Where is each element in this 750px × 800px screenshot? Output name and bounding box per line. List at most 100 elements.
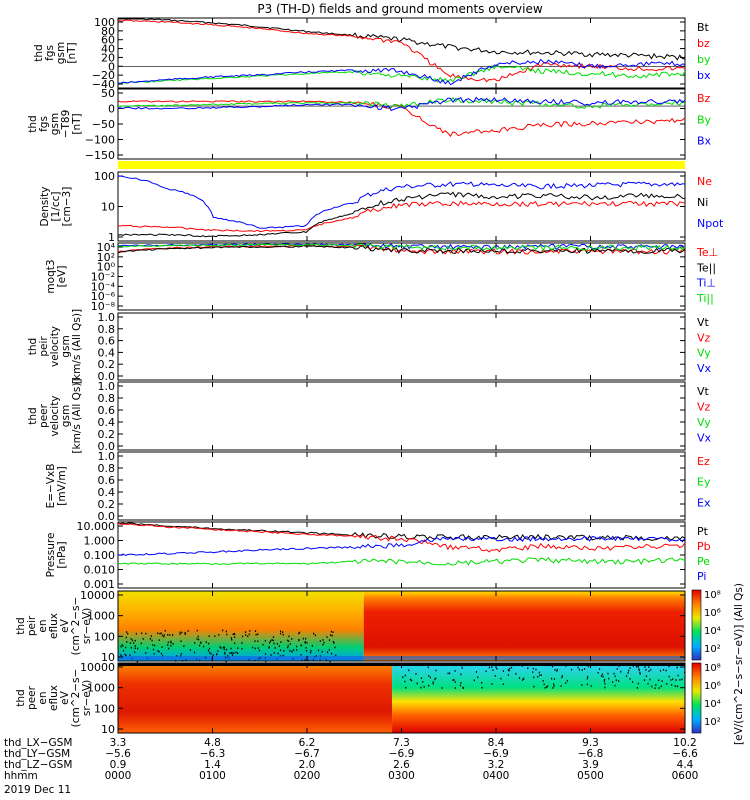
spectrogram-dot [631, 681, 634, 683]
spectrogram-dot [565, 682, 567, 684]
y-tick-label: 1000 [87, 682, 115, 695]
spectrogram-dot [410, 679, 413, 682]
series-line-pressure-3 [118, 535, 686, 556]
spectrogram-dot [510, 666, 513, 669]
panel-frame [117, 88, 686, 160]
panel-frame [117, 521, 686, 589]
spectrogram-dot [218, 633, 220, 636]
legend-ion-velocity-0: Vt [697, 316, 710, 329]
legend-electron-velocity-3: Vx [697, 432, 712, 445]
spectrogram-dot [561, 676, 563, 679]
spectrogram-dot [129, 642, 132, 644]
spectrogram-dot [193, 651, 196, 654]
spectrogram-dot [481, 681, 483, 684]
spectrogram-dot [180, 655, 182, 657]
spectrogram-dot [167, 634, 169, 636]
spectrogram-dot [258, 649, 261, 652]
spectrogram-dot [231, 638, 233, 641]
panel-electron-spectrogram: 10000 1000 100 10 thd peer en eflux eV (cm^2−s− sr… [15, 661, 686, 736]
series-line-fgs-gsm-1 [117, 19, 686, 83]
spectrogram-dot [655, 684, 657, 686]
y-tick-label: 0.8 [98, 462, 116, 475]
spectrogram-dot [577, 666, 579, 669]
spectrogram-dot [540, 674, 542, 676]
spectrogram-dot [648, 666, 650, 668]
spectrogram-dot [270, 654, 272, 656]
y-tick-label: −20 [92, 69, 115, 82]
spectrogram-dot [208, 635, 210, 637]
spectrogram-dot [234, 642, 236, 645]
spectrogram-dot [161, 646, 163, 648]
spectrogram-dot [552, 687, 554, 689]
spectrogram-dot [556, 668, 558, 671]
spectrogram-dot [257, 647, 259, 649]
spectrogram-dot [502, 670, 505, 672]
spectrogram-dot [681, 678, 683, 681]
spectrogram-dot [171, 634, 174, 636]
spectrogram-dot [276, 642, 278, 645]
spectrogram-dot [643, 679, 646, 681]
electron-spectrogram-active [392, 663, 685, 733]
ion-spectrogram-quiet [118, 591, 364, 661]
legend-temperature-3: Ti|| [696, 292, 714, 305]
spectrogram-dot [584, 668, 586, 670]
y-tick-label: 1 [108, 231, 115, 244]
y-tick-label: 1.0 [98, 380, 116, 393]
y-axis-label: thd [27, 115, 39, 132]
spectrogram-dot [254, 640, 256, 642]
legend-density-1: Ni [697, 196, 708, 209]
spectrogram-dot [429, 676, 431, 679]
spectrogram-dot [636, 687, 639, 689]
spectrogram-dot [677, 674, 679, 677]
spectrogram-dot [532, 667, 534, 670]
spectrogram-dot [159, 632, 161, 635]
spectrogram-dot [262, 643, 264, 646]
spectrogram-dot [302, 637, 304, 640]
spectrogram-dot [452, 679, 454, 681]
y-axis-label: gsm [55, 42, 67, 64]
spectrogram-dot [672, 678, 674, 681]
y-tick-label: 10.000 [77, 520, 116, 533]
legend-temperature-0: Te⊥ [696, 246, 718, 259]
spectrogram-dot [231, 654, 234, 656]
spectrogram-dot [428, 684, 430, 687]
legend-ion-velocity-1: Vz [697, 331, 711, 344]
spectrogram-dot [194, 642, 196, 644]
legend-fgs-gsm-t89-0: Bz [697, 92, 711, 105]
y-axis-label: sr−eV) [81, 608, 93, 644]
colorbar-tick-label: 10² [704, 644, 721, 655]
spectrogram-dot [296, 645, 298, 648]
y-axis-label: eflux [48, 613, 60, 639]
spectrogram-dot [226, 633, 228, 636]
spectrogram-dot [269, 640, 272, 643]
panel-density: 100 10 1 Density [1/cc] [cm−3] Ne Ni Npot [39, 170, 724, 244]
spectrogram-dot [134, 639, 136, 642]
colorbar-tick-label: 10⁴ [704, 626, 721, 637]
spectrogram-dot [164, 629, 166, 632]
spectrogram-dot [140, 642, 142, 645]
spectrogram-dot [637, 666, 639, 668]
spectrogram-dot [154, 644, 156, 647]
spectrogram-dot [565, 665, 567, 667]
spectrogram-dot [241, 647, 243, 650]
spectrogram-dot [581, 669, 583, 671]
xaxis-value: 0600 [672, 770, 699, 782]
series-line-pressure-1 [117, 522, 686, 553]
spectrogram-dot [230, 647, 232, 650]
spectrogram-dot [252, 646, 254, 649]
spectrogram-dot [335, 654, 337, 657]
series-line-density-1 [117, 191, 686, 238]
y-tick-label: 10000 [80, 589, 115, 602]
xaxis-value: 0400 [483, 770, 510, 782]
y-tick-label: 10000 [80, 661, 115, 674]
spectrogram-dot [198, 644, 201, 647]
spectrogram-dot [509, 667, 511, 670]
spectrogram-dot [145, 632, 147, 635]
spectrogram-dot [435, 677, 437, 680]
spectrogram-dot [500, 677, 502, 680]
spectrogram-dot [135, 632, 137, 635]
y-tick-label: 0.4 [98, 416, 116, 429]
spectrogram-dot [233, 652, 235, 654]
spectrogram-dot [272, 636, 275, 638]
xaxis-value: −6.9 [389, 748, 415, 760]
